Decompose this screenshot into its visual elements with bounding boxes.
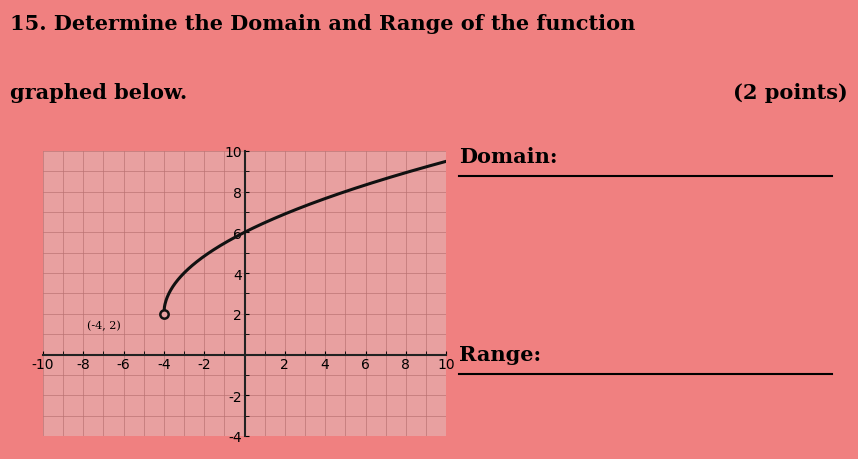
Text: (2 points): (2 points) — [733, 83, 848, 102]
Text: Range:: Range: — [459, 344, 541, 364]
Text: (-4, 2): (-4, 2) — [88, 320, 121, 330]
Text: Domain:: Domain: — [459, 147, 558, 167]
Text: 15. Determine the Domain and Range of the function: 15. Determine the Domain and Range of th… — [10, 14, 636, 34]
Text: graphed below.: graphed below. — [10, 83, 188, 102]
